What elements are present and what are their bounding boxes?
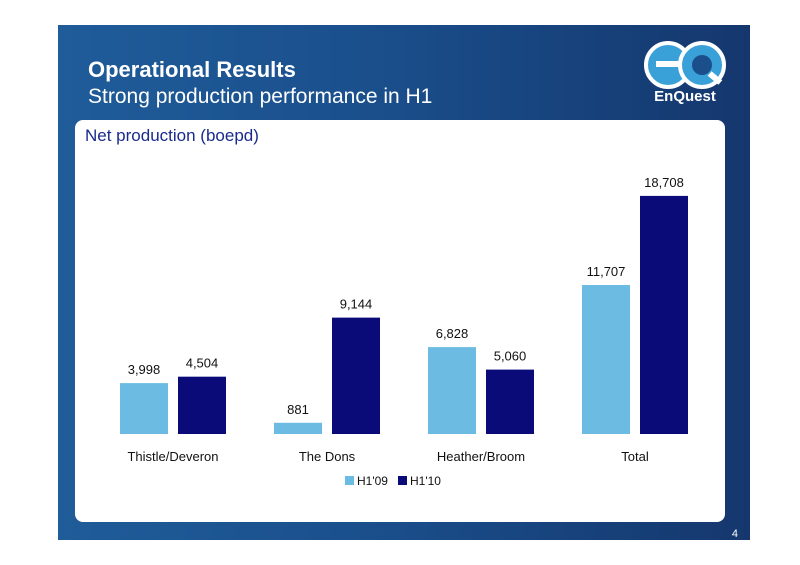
category-label: Thistle/Deveron — [127, 449, 218, 464]
data-label: 11,707 — [587, 264, 626, 279]
bar — [582, 285, 630, 434]
slide-subtitle: Strong production performance in H1 — [88, 85, 433, 108]
bar — [640, 195, 688, 434]
category-label: Total — [621, 449, 649, 464]
bar — [332, 317, 380, 434]
bar — [178, 376, 226, 434]
data-label: 881 — [287, 402, 309, 417]
slide-background: Operational Results Strong production pe… — [58, 25, 750, 540]
data-label: 5,060 — [494, 349, 527, 364]
enquest-logo: EnQuest — [638, 35, 733, 105]
chart-panel: Net production (boepd) 3,998 4,504 Thistle… — [75, 120, 725, 522]
bar-chart: 3,998 4,504 Thistle/Deveron 881 9,144 The Don… — [120, 175, 688, 488]
data-label: 9,144 — [340, 297, 373, 312]
category-label: The Dons — [299, 449, 356, 464]
legend-label: H1'10 — [410, 474, 441, 488]
data-label: 3,998 — [128, 362, 161, 377]
enquest-logo-icon: EnQuest — [644, 41, 726, 105]
legend-swatch — [398, 476, 407, 485]
page-number: 4 — [731, 528, 738, 540]
category-label: Heather/Broom — [437, 449, 525, 464]
legend-swatch — [345, 476, 354, 485]
bar — [486, 369, 534, 434]
data-label: 4,504 — [186, 356, 219, 371]
legend-label: H1'09 — [357, 474, 388, 488]
chart-title: Net production (boepd) — [85, 126, 259, 145]
bar — [274, 422, 322, 434]
data-label: 6,828 — [436, 326, 469, 341]
bar — [120, 383, 168, 434]
svg-text:EnQuest: EnQuest — [654, 88, 716, 105]
data-label: 18,708 — [644, 175, 684, 190]
bar — [428, 347, 476, 434]
slide-title: Operational Results — [88, 57, 296, 82]
